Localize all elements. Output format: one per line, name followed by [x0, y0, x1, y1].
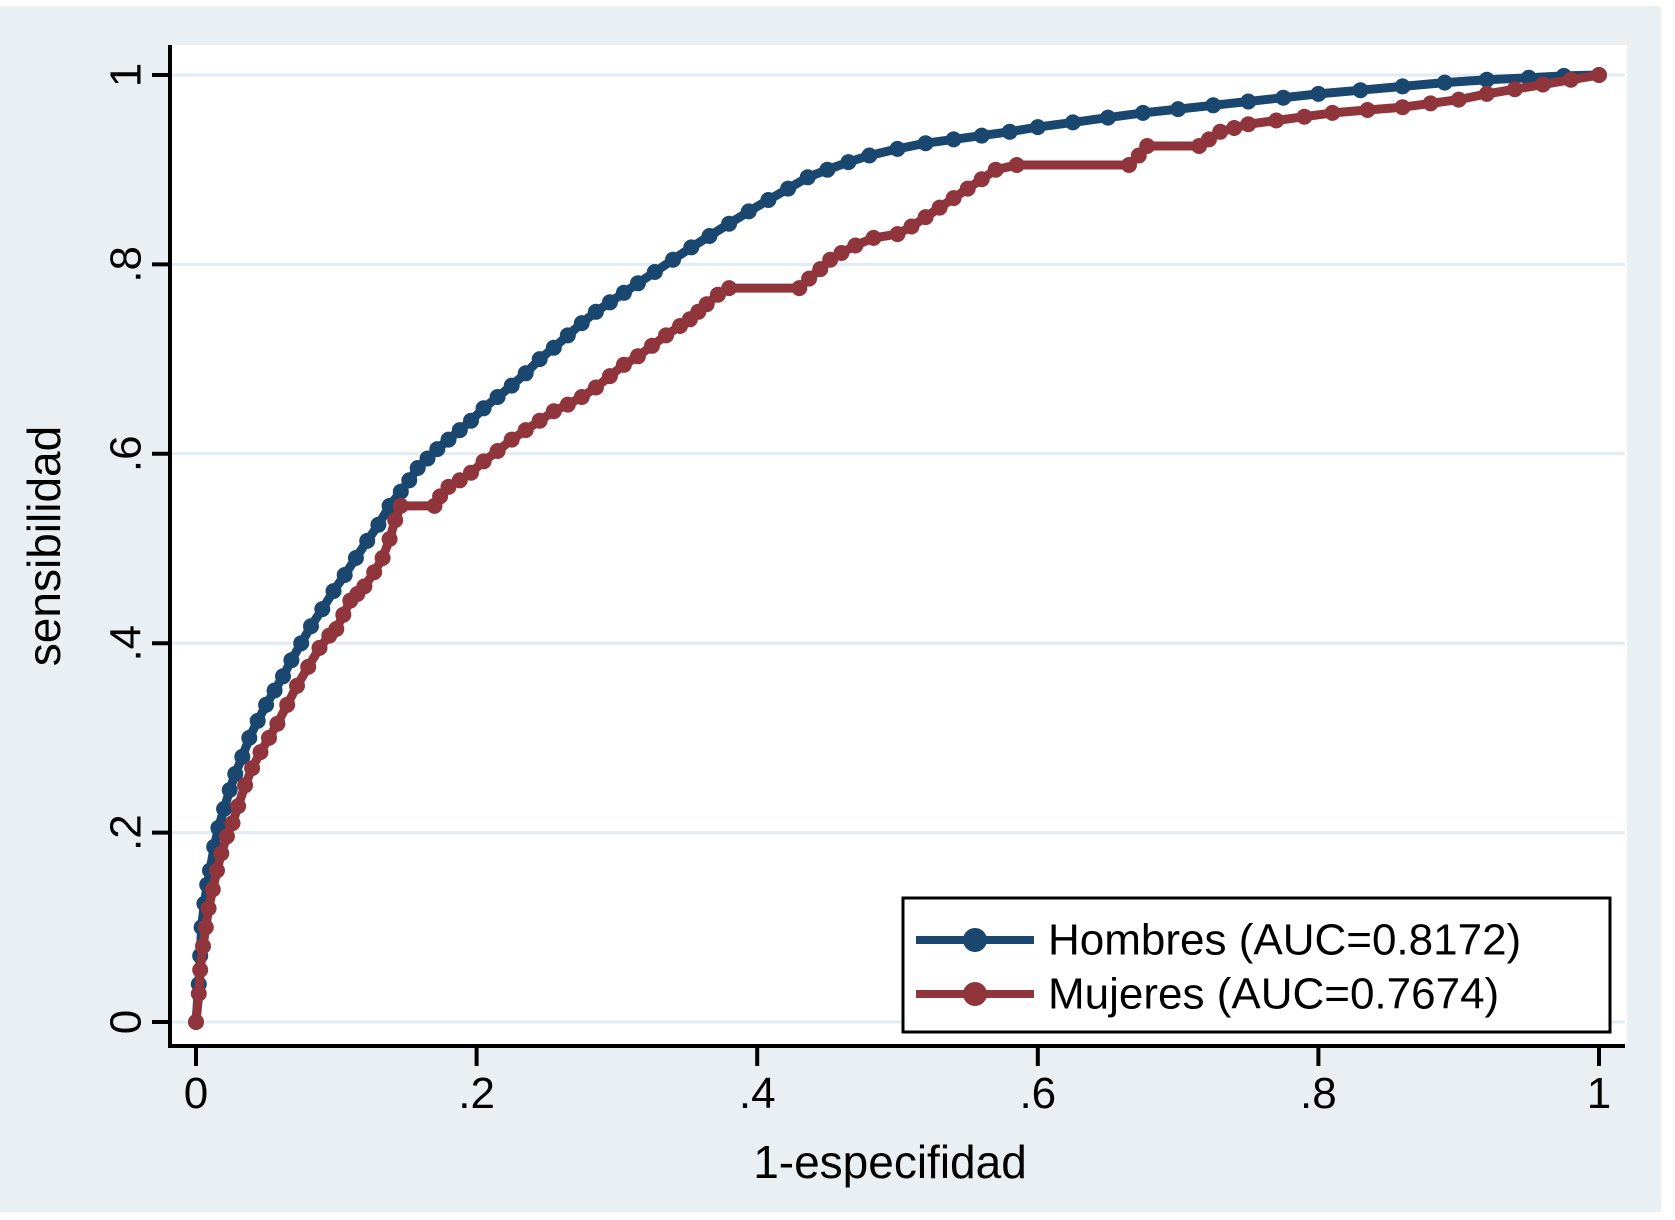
legend-marker	[963, 928, 987, 952]
y-tick-label: 0	[102, 1010, 151, 1034]
legend-marker	[963, 982, 987, 1006]
x-tick-label: 0	[184, 1069, 208, 1118]
x-tick-label: .2	[458, 1069, 495, 1118]
legend: Hombres (AUC=0.8172) Mujeres (AUC=0.7674…	[901, 896, 1612, 1034]
plot-area	[172, 45, 1627, 1046]
y-tick-label: 1	[102, 63, 151, 87]
x-tick-label: 1	[1587, 1069, 1611, 1118]
x-tick-label: .8	[1300, 1069, 1337, 1118]
y-axis-title: sensibilidad	[18, 426, 70, 666]
x-axis-title: 1-especifidad	[753, 1136, 1027, 1188]
axes-and-ticks: 0 .2 .4 .6 .8 1 0 .2 .4 .6 .8 1	[102, 45, 1625, 1118]
legend-swatches	[916, 928, 1034, 1006]
roc-curves	[188, 67, 1607, 1030]
y-tick-label: .4	[102, 625, 151, 662]
legend-label-hombres: Hombres (AUC=0.8172)	[1048, 916, 1521, 965]
y-tick-label: .6	[102, 435, 151, 472]
x-tick-label: .6	[1019, 1069, 1056, 1118]
legend-box	[901, 896, 1612, 1034]
x-tick-label: .4	[739, 1069, 776, 1118]
y-tick-label: .2	[102, 814, 151, 851]
mujeres-curve	[188, 67, 1607, 1030]
legend-label-mujeres: Mujeres (AUC=0.7674)	[1048, 970, 1499, 1019]
y-tick-label: .8	[102, 246, 151, 283]
